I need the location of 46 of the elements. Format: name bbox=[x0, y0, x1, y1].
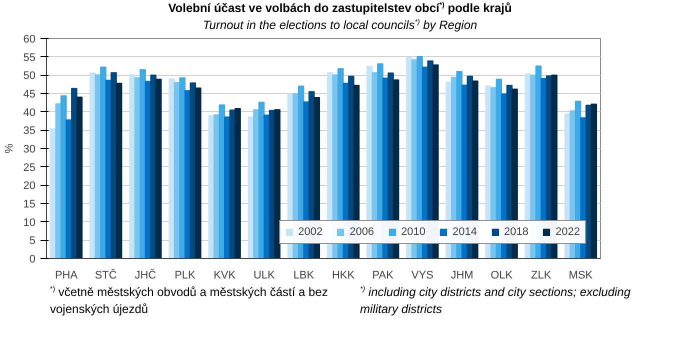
text: $^{*)}$ including city districts and city sections; excluding military districts bbox=[360, 285, 631, 316]
y-tick-label: 15 bbox=[23, 198, 36, 210]
x-tick-label: ZLK bbox=[531, 270, 552, 282]
legend-label: 2006 bbox=[350, 226, 374, 238]
x-tick-label: ULK bbox=[253, 270, 276, 282]
y-tick-label: 35 bbox=[23, 125, 36, 138]
x-tick-label: KVK bbox=[214, 270, 236, 282]
chart-subtitle: Turnout in the elections to local councils$^{*)}$ by Region bbox=[202, 18, 478, 32]
x-tick-label: PAK bbox=[372, 270, 394, 282]
y-tick-label: 10 bbox=[23, 216, 36, 229]
bar bbox=[234, 108, 241, 258]
bar bbox=[195, 88, 202, 258]
x-tick-label: LBK bbox=[293, 270, 315, 282]
y-tick-label: 5 bbox=[29, 235, 36, 248]
bar bbox=[60, 95, 67, 258]
y-tick-label: 55 bbox=[23, 52, 36, 64]
y-tick-label: 30 bbox=[23, 144, 36, 156]
y-axis-title: % bbox=[3, 143, 16, 154]
bar bbox=[274, 109, 280, 258]
x-tick-label: VYS bbox=[411, 270, 434, 282]
bar bbox=[116, 82, 122, 258]
y-tick-label: 25 bbox=[23, 162, 36, 174]
legend-label: 2022 bbox=[556, 226, 580, 238]
y-tick-label: 50 bbox=[23, 70, 36, 82]
bar bbox=[155, 78, 162, 258]
y-tick-label: 60 bbox=[23, 34, 36, 46]
legend-label: 2002 bbox=[298, 226, 323, 238]
bar bbox=[590, 104, 598, 258]
x-tick-label: MSK bbox=[568, 270, 594, 282]
bar bbox=[76, 96, 83, 258]
x-tick-label: PHA bbox=[54, 270, 78, 282]
y-tick-label: 40 bbox=[23, 106, 36, 119]
x-tick-label: JHM bbox=[450, 270, 474, 282]
y-tick-label: 20 bbox=[23, 180, 36, 192]
y-tick-label: 0 bbox=[29, 254, 36, 266]
legend-label: 2018 bbox=[504, 226, 529, 238]
legend-label: 2010 bbox=[401, 226, 426, 238]
x-tick-label: HKK bbox=[332, 270, 356, 282]
legend-label: 2014 bbox=[452, 226, 478, 238]
y-tick-label: 45 bbox=[23, 88, 36, 100]
text: $^{*)}$ včetně městských obvodů a městských částí a bez vojenských újezdů bbox=[50, 284, 329, 318]
x-tick-label: JHČ bbox=[134, 268, 156, 282]
chart-title: Volební účast ve volbách do zastupitelstev obcí$^{*)}$ podle krajů bbox=[168, 1, 512, 15]
x-tick-label: STČ bbox=[94, 268, 117, 282]
x-tick-label: OLK bbox=[490, 270, 514, 282]
x-tick-label: PLK bbox=[174, 270, 196, 282]
